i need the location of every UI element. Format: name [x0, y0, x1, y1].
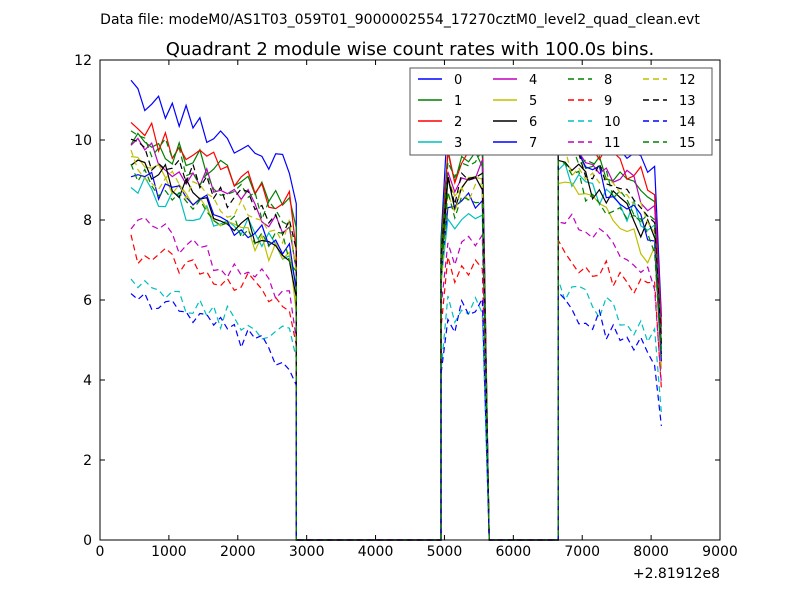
legend-label-5: 5: [529, 94, 537, 109]
legend-label-4: 4: [529, 73, 537, 88]
x-axis-offset-label: +2.81912e8: [633, 566, 720, 582]
legend-box: [409, 67, 713, 156]
x-tick-label: 6000: [496, 544, 532, 560]
y-tick-label: 6: [83, 293, 92, 309]
legend-label-15: 15: [679, 136, 696, 151]
y-tick-label: 2: [83, 453, 92, 469]
legend-label-14: 14: [679, 115, 696, 130]
series-line-9: [130, 234, 662, 541]
x-tick-label: 0: [96, 544, 105, 560]
legend-label-7: 7: [529, 136, 537, 151]
series-line-14: [130, 290, 662, 541]
legend-label-11: 11: [604, 136, 621, 151]
y-tick-label: 10: [74, 133, 92, 149]
series-line-8: [130, 130, 662, 541]
series-line-5: [130, 155, 662, 541]
x-tick-label: 9000: [702, 544, 738, 560]
x-tick-label: 5000: [427, 544, 463, 560]
y-tick-label: 12: [74, 53, 92, 69]
data-file-label: Data file: modeM0/AS1T03_059T01_90000025…: [100, 12, 700, 28]
x-tick-label: 3000: [289, 544, 325, 560]
x-tick-label: 1000: [151, 544, 187, 560]
legend-label-10: 10: [604, 115, 621, 130]
chart-title: Quadrant 2 module wise count rates with …: [166, 39, 655, 60]
legend-label-12: 12: [679, 73, 696, 88]
legend-label-6: 6: [529, 115, 537, 130]
legend-label-3: 3: [454, 136, 462, 151]
series-line-13: [130, 135, 662, 541]
y-tick-label: 8: [83, 213, 92, 229]
series-line-7: [130, 131, 662, 541]
series-line-2: [130, 121, 662, 541]
y-tick-label: 0: [83, 533, 92, 549]
x-axis-ticks: 0 1000 2000 3000 4000 5000 6000 7000 8000 9000: [96, 60, 738, 560]
legend-label-13: 13: [679, 94, 696, 109]
legend-label-8: 8: [604, 73, 612, 88]
x-tick-label: 4000: [358, 544, 394, 560]
legend-label-9: 9: [604, 94, 612, 109]
legend-label-1: 1: [454, 94, 462, 109]
x-tick-label: 2000: [220, 544, 256, 560]
legend-label-0: 0: [454, 73, 462, 88]
series-line-15: [130, 160, 662, 541]
series-line-12: [130, 147, 662, 541]
legend-label-2: 2: [454, 115, 462, 130]
series-line-10: [130, 278, 662, 541]
x-tick-label: 8000: [633, 544, 669, 560]
series-line-11: [130, 213, 662, 541]
y-tick-label: 4: [83, 373, 92, 389]
series-line-4: [130, 128, 662, 541]
x-tick-label: 7000: [564, 544, 600, 560]
series-line-3: [130, 162, 662, 541]
